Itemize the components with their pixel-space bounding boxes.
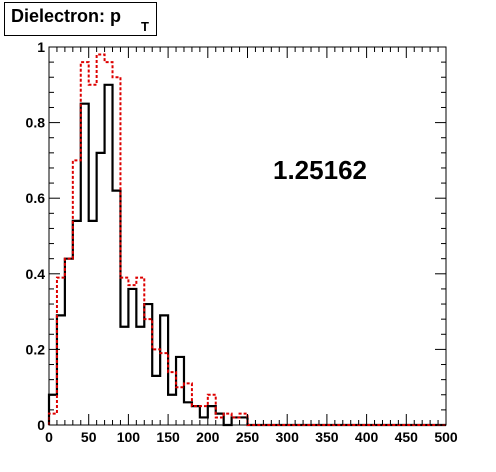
x-tick-label: 150 xyxy=(156,429,180,445)
x-tick-label: 100 xyxy=(117,429,141,445)
x-tick-label: 50 xyxy=(81,429,97,445)
x-tick-label: 200 xyxy=(196,429,220,445)
histogram-series-2 xyxy=(48,53,446,426)
annotation-value: 1.25162 xyxy=(273,155,367,185)
y-tick-label: 1 xyxy=(37,39,45,55)
x-tick-label: 500 xyxy=(434,429,458,445)
histogram-series-1 xyxy=(47,83,446,427)
y-tick-label: 0 xyxy=(37,417,45,433)
chart-title: Dielectron: p xyxy=(11,6,122,26)
x-tick-label: 300 xyxy=(276,429,300,445)
x-tick-label: 0 xyxy=(45,429,53,445)
y-tick-label: 0.2 xyxy=(26,341,46,357)
x-tick-label: 250 xyxy=(236,429,260,445)
x-tick-label: 350 xyxy=(315,429,339,445)
x-tick-label: 400 xyxy=(355,429,379,445)
y-tick-label: 0.8 xyxy=(26,115,46,131)
y-tick-label: 0.6 xyxy=(26,190,46,206)
title-box: Dielectron: p T xyxy=(4,2,157,36)
chart-title-subscript: T xyxy=(141,19,149,34)
x-tick-label: 450 xyxy=(395,429,419,445)
plot-frame xyxy=(48,46,447,426)
y-tick-label: 0.4 xyxy=(26,266,46,282)
